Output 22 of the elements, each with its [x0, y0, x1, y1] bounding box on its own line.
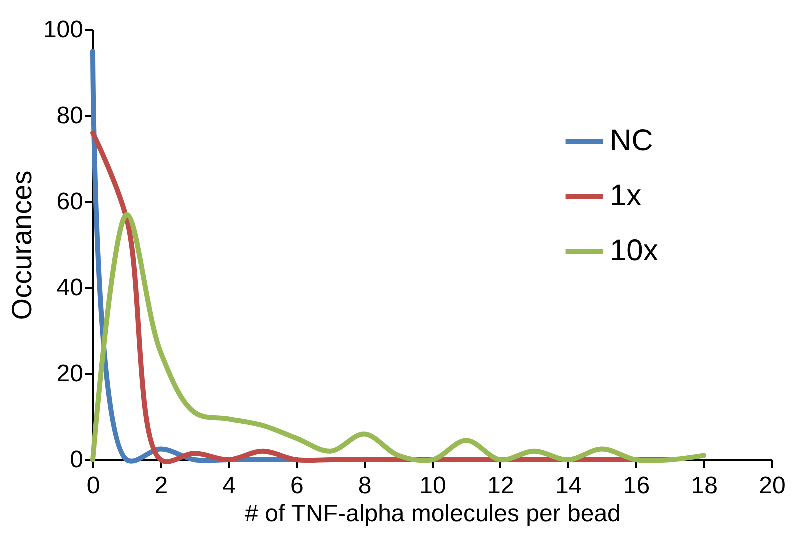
x-tick-label: 0: [86, 472, 100, 500]
x-tick-label: 2: [154, 472, 168, 500]
x-tick-label: 14: [555, 472, 582, 500]
x-axis-title: # of TNF-alpha molecules per bead: [245, 500, 621, 528]
x-tick-label: 8: [358, 472, 372, 500]
legend-label: NC: [610, 124, 654, 158]
y-tick-label: 0: [70, 446, 84, 474]
y-tick-label: 100: [43, 16, 84, 44]
y-tick-label: 40: [56, 274, 84, 302]
x-tick-label: 4: [222, 472, 236, 500]
x-tick-label: 12: [488, 472, 514, 500]
x-tick-label: 20: [759, 472, 786, 500]
x-tick-label: 16: [623, 472, 650, 500]
legend-label: 1x: [610, 180, 642, 212]
x-tick-label: 6: [290, 472, 304, 500]
x-tick-label: 10: [420, 472, 446, 500]
x-tick-label: 18: [691, 472, 718, 500]
y-tick-label: 60: [56, 188, 84, 216]
legend-label: 10x: [610, 234, 658, 268]
y-axis-title: Occurances: [6, 170, 38, 320]
y-tick-label: 80: [56, 102, 84, 130]
y-tick-label: 20: [56, 360, 84, 388]
